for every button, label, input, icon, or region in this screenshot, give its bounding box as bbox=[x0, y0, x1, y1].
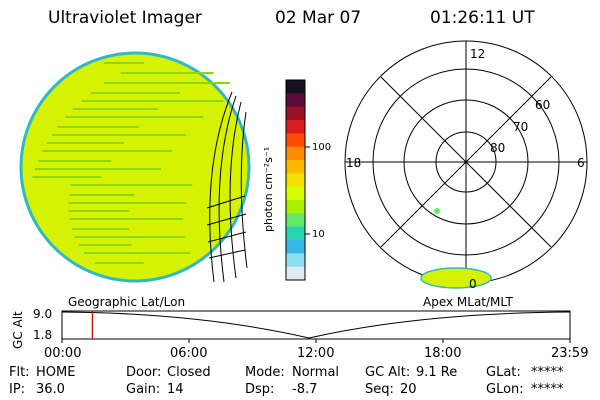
status-mode-label: Mode: bbox=[245, 365, 285, 380]
scan-stripe bbox=[68, 202, 187, 204]
colorbar-segment bbox=[286, 80, 305, 94]
colorbar-segment bbox=[286, 200, 305, 214]
scan-stripe bbox=[42, 150, 173, 152]
scan-stripe bbox=[90, 92, 180, 94]
mlt-label-18: 18 bbox=[346, 156, 362, 170]
scan-stripes bbox=[32, 62, 230, 264]
colorbar-segment bbox=[286, 146, 305, 161]
status-seq-value: 20 bbox=[400, 382, 417, 397]
status-ip-label: IP: bbox=[9, 382, 26, 397]
colorbar-segment bbox=[286, 160, 305, 174]
colorbar-tick-100: 100 bbox=[312, 142, 332, 153]
scan-stripe bbox=[46, 142, 124, 144]
timeline-ytick-high: 9.0 bbox=[33, 307, 53, 321]
status-gain-label: Gain: bbox=[126, 382, 161, 397]
colorbar-segment bbox=[286, 106, 305, 121]
status-glon-label: GLon: bbox=[486, 382, 524, 397]
status-gain-value: 14 bbox=[167, 382, 184, 397]
scan-stripe bbox=[72, 228, 130, 230]
timeline-frame bbox=[61, 310, 571, 340]
status-glat-value: ***** bbox=[531, 365, 564, 380]
instrument-title: Ultraviolet Imager bbox=[48, 8, 202, 28]
colorbar bbox=[285, 79, 310, 281]
image-panel-caption: Geographic Lat/Lon bbox=[68, 295, 186, 309]
timeline-xtick-0600: 06:00 bbox=[170, 346, 208, 361]
scan-stripe bbox=[104, 62, 145, 64]
mlt-label-0: 0 bbox=[469, 277, 477, 291]
scan-stripe bbox=[32, 176, 102, 178]
status-dsp-label: Dsp: bbox=[245, 382, 275, 397]
mlt-label-12: 12 bbox=[470, 47, 486, 61]
status-flt-value: HOME bbox=[36, 365, 76, 380]
timeline-xtick-1800: 18:00 bbox=[424, 346, 462, 361]
timeline-ytick-low: 1.8 bbox=[33, 328, 53, 342]
colorbar-segment bbox=[286, 253, 305, 268]
scan-stripe bbox=[69, 194, 135, 196]
scan-stripe bbox=[51, 134, 186, 136]
scan-stripe bbox=[120, 72, 214, 74]
polar-panel-caption: Apex MLat/MLT bbox=[423, 295, 513, 309]
image-time: 01:26:11 UT bbox=[430, 8, 535, 28]
status-glat-label: GLat: bbox=[486, 365, 521, 380]
colorbar-segment bbox=[286, 120, 305, 134]
colorbar-segment bbox=[286, 240, 305, 254]
status-glon-value: ***** bbox=[531, 382, 564, 397]
status-ip-value: 36.0 bbox=[36, 382, 65, 397]
colorbar-segment bbox=[286, 93, 305, 108]
scan-stripe bbox=[74, 236, 185, 238]
scan-stripe bbox=[35, 168, 162, 170]
scan-stripe bbox=[57, 126, 139, 128]
mlat-label-70: 70 bbox=[513, 120, 529, 134]
status-door-label: Door: bbox=[126, 365, 162, 380]
colorbar-segment bbox=[286, 213, 305, 228]
colorbar-segment bbox=[286, 133, 305, 148]
status-dsp-value: -8.7 bbox=[292, 382, 318, 397]
polar-plot bbox=[344, 40, 588, 284]
timeline-axis-label: GC Alt bbox=[11, 311, 25, 349]
colorbar-segment bbox=[286, 266, 305, 281]
earth-disk bbox=[19, 51, 251, 283]
scan-stripe bbox=[78, 244, 132, 246]
scan-stripe bbox=[94, 262, 144, 264]
uv-image-panel bbox=[19, 51, 251, 283]
status-flt-label: Flt: bbox=[9, 365, 30, 380]
scan-stripe bbox=[65, 116, 204, 118]
scan-stripe bbox=[38, 160, 112, 162]
status-seq-label: Seq: bbox=[365, 382, 394, 397]
status-gcalt-value: 9.1 Re bbox=[416, 365, 458, 380]
scan-stripe bbox=[68, 210, 130, 212]
mlat-label-80: 80 bbox=[490, 141, 506, 155]
colorbar-segment bbox=[286, 186, 305, 201]
colorbar-unit-label: photon cm⁻²s⁻¹ bbox=[262, 146, 275, 232]
auroral-region bbox=[420, 267, 492, 289]
mlat-label-60: 60 bbox=[535, 98, 551, 112]
scan-stripe bbox=[81, 100, 224, 102]
status-door-value: Closed bbox=[167, 365, 211, 380]
colorbar-tick-10: 10 bbox=[312, 229, 325, 240]
timeline-xtick-1200: 12:00 bbox=[297, 346, 335, 361]
image-date: 02 Mar 07 bbox=[275, 8, 362, 28]
mlt-label-6: 6 bbox=[577, 156, 585, 170]
scan-stripe bbox=[69, 218, 184, 220]
timeline-xtick-0000: 00:00 bbox=[44, 346, 82, 361]
geographic-grid bbox=[206, 91, 248, 283]
status-gcalt-label: GC Alt: bbox=[365, 365, 411, 380]
scan-stripe bbox=[104, 82, 230, 84]
scan-stripe bbox=[84, 252, 191, 254]
altitude-curve bbox=[61, 311, 571, 339]
colorbar-segment bbox=[286, 173, 305, 188]
altitude-timeline bbox=[61, 310, 571, 343]
scan-stripe bbox=[70, 184, 193, 186]
timeline-xtick-2359: 23:59 bbox=[551, 346, 589, 361]
status-mode-value: Normal bbox=[292, 365, 340, 380]
scan-stripe bbox=[72, 108, 158, 110]
colorbar-segment bbox=[286, 226, 305, 241]
auroral-spot bbox=[434, 208, 440, 214]
